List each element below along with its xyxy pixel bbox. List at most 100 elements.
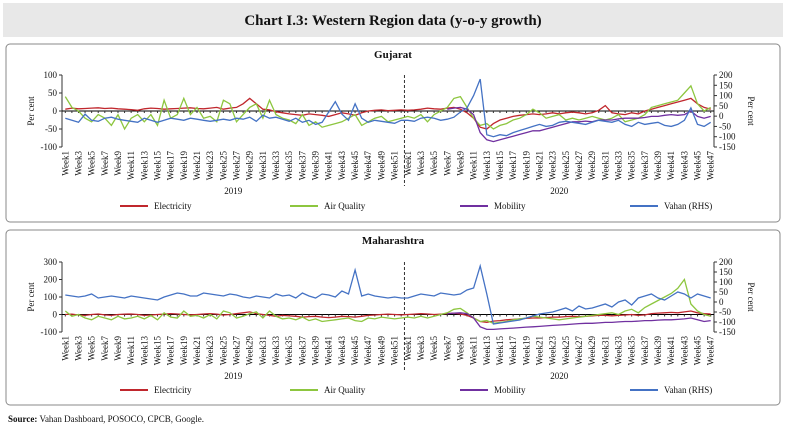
y2-tick-label: -50 [719,121,731,131]
x-tick-label: Week25 [561,151,571,181]
x-tick-label: Week43 [337,336,347,366]
x-tick-label: Week29 [587,336,597,366]
x-tick-label: Week27 [574,336,584,366]
source-text: Vahan Dashboard, POSOCO, CPCB, Google. [39,414,204,424]
x-tick-label: Week13 [482,151,492,181]
x-tick-label: Week3 [73,151,83,176]
y-tick-label: -100 [41,327,58,337]
x-tick-label: Week15 [495,151,505,181]
title-band [3,3,783,37]
x-tick-label: Week47 [363,336,373,366]
x-tick-label: Week11 [126,151,136,180]
source-label: Source: [8,414,37,424]
x-tick-label: Week1 [403,336,413,361]
x-tick-label: Week25 [218,336,228,366]
y2-tick-label: 200 [719,257,733,267]
y2-tick-label: 0 [719,111,724,121]
y2-tick-label: 200 [719,70,733,80]
x-tick-label: Week35 [284,151,294,181]
x-tick-label: Week5 [429,336,439,361]
x-tick-label: Week43 [679,336,689,366]
y2-tick-label: 100 [719,277,733,287]
x-tick-label: Week11 [126,336,136,365]
y2-tick-label: 0 [719,297,724,307]
x-tick-label: Week47 [706,151,716,181]
x-tick-label: Week45 [350,336,360,366]
series-line [64,278,711,324]
x-tick-label: Week3 [73,336,83,361]
x-tick-label: Week23 [548,151,558,181]
x-tick-label: Week37 [640,336,650,366]
x-tick-label: Week13 [139,336,149,366]
x-tick-label: Week33 [614,151,624,181]
y-tick-label: 300 [44,257,58,267]
x-tick-label: Week5 [87,151,97,176]
x-tick-label: Week27 [232,336,242,366]
panel-frame [5,43,781,223]
x-tick-label: Week23 [548,336,558,366]
x-tick-label: Week15 [495,336,505,366]
panel-title: Gujarat [374,49,412,61]
year-label: 2019 [224,186,243,196]
x-tick-label: Week13 [482,336,492,366]
x-tick-label: Week39 [311,151,321,181]
x-tick-label: Week29 [245,151,255,181]
legend-label: Mobility [494,385,526,395]
series-line [447,312,711,331]
y2-axis-label: Per cent [746,96,756,126]
x-tick-label: Week37 [297,151,307,181]
x-tick-label: Week35 [627,151,637,181]
legend-label: Electricity [154,385,192,395]
x-tick-label: Week21 [534,336,544,365]
year-label: 2020 [550,186,569,196]
x-tick-label: Week7 [442,336,452,361]
x-tick-label: Week39 [653,151,663,181]
x-tick-label: Week17 [166,151,176,181]
x-tick-label: Week37 [640,151,650,181]
y-tick-label: 0 [53,310,58,320]
legend-label: Vahan (RHS) [664,385,712,395]
series-line [65,97,711,130]
x-tick-label: Week49 [376,151,386,181]
x-tick-label: Week9 [455,151,465,176]
x-tick-label: Week17 [508,336,518,366]
x-tick-label: Week39 [311,336,321,366]
source-note: Source: Vahan Dashboard, POSOCO, CPCB, G… [8,414,204,424]
y2-tick-label: 150 [719,80,733,90]
y-tick-label: -50 [45,124,57,134]
x-tick-label: Week7 [100,151,110,176]
x-tick-label: Week1 [403,151,413,176]
y2-tick-label: -150 [719,142,736,152]
series-line [65,78,712,138]
x-tick-label: Week7 [442,151,452,176]
y2-tick-label: 150 [719,267,733,277]
series-line [65,263,711,325]
y2-tick-label: -150 [719,327,736,337]
y2-tick-label: -100 [719,132,736,142]
x-tick-label: Week1 [60,336,70,361]
x-tick-label: Week29 [587,151,597,181]
x-tick-label: Week25 [561,336,571,366]
x-tick-label: Week17 [166,336,176,366]
x-tick-label: Week33 [271,336,281,366]
x-tick-label: Week45 [693,151,703,181]
x-tick-label: Week9 [113,151,123,176]
x-tick-label: Week41 [324,151,334,180]
legend-label: Air Quality [324,385,366,395]
x-tick-label: Week35 [284,336,294,366]
x-tick-label: Week11 [469,151,479,180]
x-tick-label: Week43 [337,151,347,181]
series-line [65,310,711,324]
x-tick-label: Week33 [614,336,624,366]
x-tick-label: Week31 [258,336,268,365]
x-tick-label: Week23 [205,151,215,181]
y-tick-label: 200 [44,275,58,285]
legend-label: Mobility [494,201,526,211]
x-tick-label: Week21 [534,151,544,180]
x-tick-label: Week41 [666,336,676,365]
x-tick-label: Week5 [87,336,97,361]
x-tick-label: Week31 [258,151,268,180]
x-tick-label: Week29 [245,336,255,366]
